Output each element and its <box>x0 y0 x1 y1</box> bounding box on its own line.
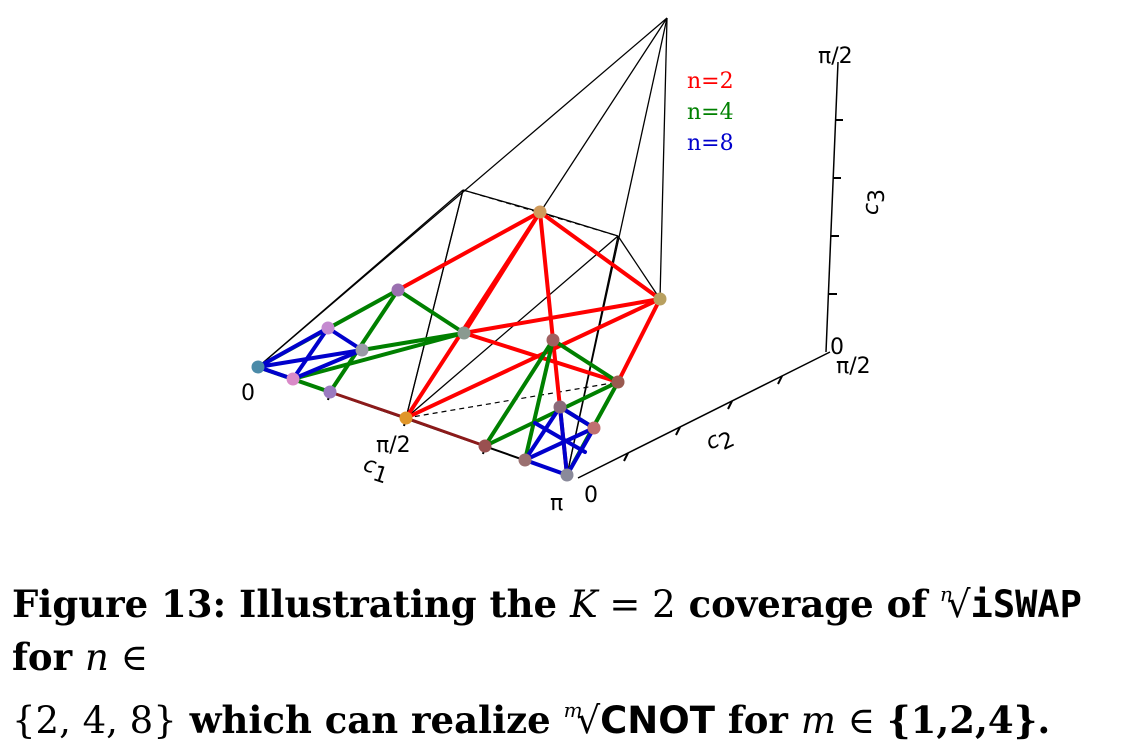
n4-edge <box>291 331 466 381</box>
vertex-point <box>251 360 265 374</box>
vertex-point <box>653 292 667 306</box>
legend-entry-n8: n=8 <box>687 131 734 156</box>
n8-edge <box>291 348 364 381</box>
legend-entry-n4: n=4 <box>687 100 734 125</box>
vertices <box>251 205 667 482</box>
n4-edge <box>551 338 620 384</box>
chamber-edge <box>659 17 668 300</box>
caption-text: for <box>714 698 801 742</box>
n4-edge <box>483 338 555 448</box>
caption-root-index-n: n <box>940 582 953 606</box>
caption-text: which can realize <box>176 698 564 742</box>
vertex-point <box>321 321 335 335</box>
chamber-edge <box>617 235 661 300</box>
c1-tick-label-0: 0 <box>241 381 255 406</box>
chamber-edge <box>405 189 464 419</box>
vertex-point <box>457 326 471 340</box>
n8-edge <box>326 326 364 352</box>
n8-edge <box>256 326 330 369</box>
c2-axis-label: c 2 <box>702 427 739 456</box>
vertex-point <box>399 411 413 425</box>
base-edge <box>329 390 407 420</box>
caption-text: coverage of <box>675 582 941 626</box>
n4-edge <box>396 288 466 335</box>
caption-math-in: ∈ <box>835 699 887 742</box>
c3-axis: 0 π/2 c 3 <box>818 44 890 360</box>
vertex-point <box>478 439 492 453</box>
c2-tick <box>675 426 681 436</box>
weyl-chamber-figure: 0 π/2 π c 1 0 π/2 c 2 0 π/2 c 3 <box>241 17 890 516</box>
caption-math-set: {2, 4, 8} <box>12 699 177 742</box>
chamber-edge <box>405 235 619 419</box>
c2-tick <box>623 452 629 462</box>
vertex-point <box>611 375 625 389</box>
caption-text: Figure 13: Illustrating the <box>12 582 570 626</box>
caption-gate-iswap: iSWAP <box>970 583 1082 626</box>
c3-axis-line <box>825 61 839 353</box>
n4-edge <box>523 338 555 462</box>
c2-tick-label-0: 0 <box>584 483 598 508</box>
vertex-point <box>533 205 547 219</box>
c1-tick-label-pi-half: π/2 <box>376 433 411 458</box>
c3-axis-label: c 3 <box>859 189 890 215</box>
caption-math-m: m <box>800 699 836 742</box>
caption-gate-cnot: CNOT <box>600 699 715 742</box>
c1-tick-label-pi: π <box>550 491 563 516</box>
vertex-point <box>391 283 405 297</box>
n8-edge <box>291 326 330 381</box>
c2-tick-label-pi-half: π/2 <box>836 354 871 379</box>
c3-tick-label-pi-half: π/2 <box>818 44 853 69</box>
vertex-point <box>587 421 601 435</box>
c2-axis-line <box>577 351 831 479</box>
caption-math-k: K <box>569 583 598 626</box>
vertex-point <box>286 372 300 386</box>
caption-line-2: {2, 4, 8} which can realize m√CNOT for m… <box>12 684 1122 747</box>
vertex-point <box>355 343 369 357</box>
n2-edge <box>462 210 542 335</box>
n8-edge <box>523 458 569 477</box>
vertex-point <box>553 400 567 414</box>
n4-edge <box>328 288 400 394</box>
n8-edge <box>558 405 596 430</box>
n2-edge <box>538 210 662 301</box>
caption-text: for <box>12 635 85 679</box>
n8-edge <box>533 421 587 454</box>
vertex-point <box>546 333 560 347</box>
caption-math-eq: = 2 <box>597 583 676 626</box>
n2-edge <box>396 210 542 292</box>
dashed-edge <box>405 381 619 419</box>
caption-math-in: ∈ <box>108 636 148 679</box>
vertex-point <box>518 453 532 467</box>
legend-entry-n2: n=2 <box>687 69 734 94</box>
chamber-edge <box>257 189 464 368</box>
c3-label-sub: 3 <box>865 189 890 203</box>
n8-edge <box>256 348 364 369</box>
base-edge <box>405 416 486 448</box>
radical-icon: √ <box>946 583 971 626</box>
n8-edge <box>523 426 596 462</box>
caption-line-1: Figure 13: Illustrating the K = 2 covera… <box>12 568 1122 684</box>
n2-edge <box>404 297 662 420</box>
c3-label-main: c <box>859 203 884 215</box>
caption-math-n: n <box>84 636 109 679</box>
vertex-point <box>323 385 337 399</box>
figure-caption: Figure 13: Illustrating the K = 2 covera… <box>12 568 1122 747</box>
n8-edge <box>523 405 562 462</box>
c2-tick <box>727 400 733 410</box>
n4-edge <box>483 380 620 448</box>
c3-tick-label-0: 0 <box>830 335 844 360</box>
caption-set-values: {1,2,4}. <box>886 698 1051 742</box>
c2-tick <box>777 375 783 385</box>
legend: n=2 n=4 n=8 <box>687 69 734 156</box>
c1-axis: 0 π/2 π c 1 <box>241 366 568 516</box>
n2-edge <box>462 297 662 335</box>
vertex-point <box>560 468 574 482</box>
radical-icon: √ <box>576 699 601 742</box>
n2-edge <box>616 297 662 384</box>
